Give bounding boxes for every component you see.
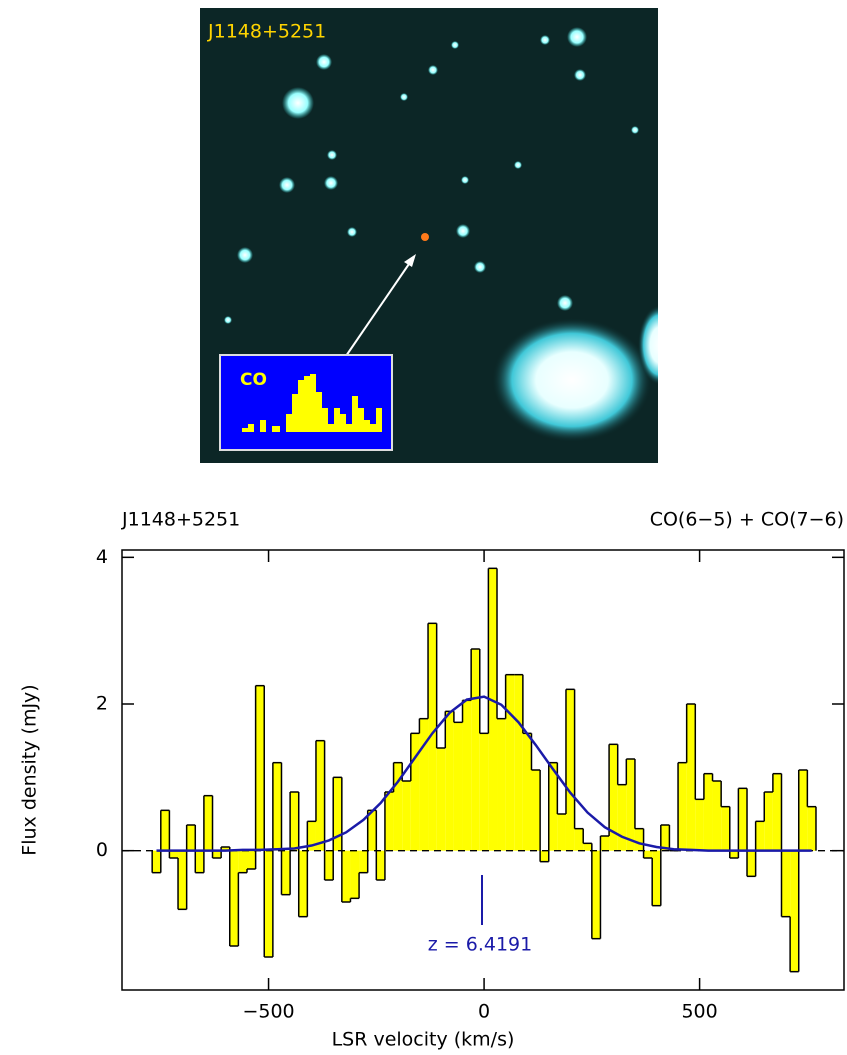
channel-bar	[514, 674, 523, 851]
channel-bar	[212, 850, 222, 858]
channel-bar	[617, 784, 627, 851]
x-tick-label: −500	[242, 1001, 294, 1023]
fit-curve	[156, 695, 812, 852]
x-axis-label: LSR velocity (km/s)	[332, 1029, 515, 1051]
channel-bar	[678, 762, 687, 851]
channel-bar	[738, 788, 748, 851]
channel-bar	[497, 718, 506, 851]
channel-bar	[600, 836, 610, 851]
title-right: CO(6−5) + CO(7−6)	[650, 509, 844, 531]
channel-bar	[591, 850, 601, 939]
sky-image: J1148+5251 CO	[200, 8, 658, 463]
channel-bar	[402, 781, 411, 851]
channel-bar	[315, 740, 325, 851]
channel-bar	[609, 744, 618, 851]
channel-bar	[505, 674, 515, 851]
channel-bar	[764, 792, 773, 851]
channel-bar	[376, 850, 385, 880]
channel-bar	[333, 777, 342, 851]
channel-bar	[229, 850, 239, 946]
channel-bar	[195, 850, 204, 873]
x-tick-label: 500	[681, 1001, 717, 1023]
channel-bar	[221, 847, 230, 851]
channel-bar	[462, 700, 472, 851]
channel-bar	[272, 762, 282, 851]
channel-bar	[203, 795, 213, 851]
spectrum-chart: −500 0 500 0 2 4 J1148+5251 CO(6−5) + CO(7−6) LS…	[19, 509, 845, 1051]
y-tick-label: 2	[96, 693, 108, 715]
channel-bar	[264, 850, 273, 957]
channel-bar	[324, 850, 334, 880]
channel-bar	[471, 649, 480, 851]
channel-bar	[565, 689, 575, 851]
channel-bar	[178, 850, 187, 910]
channel-bar	[152, 850, 161, 873]
channel-bar	[790, 850, 799, 972]
redshift-annotation: z = 6.4191	[428, 934, 532, 956]
channel-bar	[755, 821, 765, 851]
channel-bar	[712, 781, 722, 851]
channel-bar	[453, 722, 463, 851]
channel-bar	[290, 792, 299, 851]
channel-bar	[522, 733, 532, 851]
channel-bar	[721, 806, 730, 851]
channel-bar	[255, 685, 265, 851]
channel-bar	[557, 814, 566, 851]
channel-bar	[169, 850, 179, 858]
channel-bar	[652, 850, 661, 906]
channel-bar	[660, 825, 670, 851]
channel-bar	[350, 850, 360, 899]
channel-bar	[807, 806, 816, 851]
y-axis-label: Flux density (mJy)	[19, 684, 41, 855]
channel-bar	[488, 568, 498, 851]
channel-bar	[626, 759, 635, 851]
channel-bar	[634, 828, 644, 851]
channel-bar	[548, 762, 558, 851]
channel-bar	[643, 850, 653, 858]
channel-bar	[574, 828, 584, 851]
channel-bar	[247, 850, 256, 869]
channel-bar	[703, 773, 713, 851]
channel-bar	[479, 733, 489, 851]
channel-bar	[747, 850, 756, 877]
x-tick-label: 0	[478, 1001, 490, 1023]
channel-bar	[341, 850, 351, 902]
channel-bar	[540, 850, 549, 862]
channel-bar	[410, 733, 420, 851]
channel-bar	[445, 711, 454, 851]
channel-bar	[367, 810, 377, 851]
channel-bar	[428, 623, 437, 851]
plot-frame	[121, 549, 845, 991]
channel-bar	[729, 850, 739, 858]
channel-bar	[436, 748, 446, 851]
channel-bar	[686, 704, 696, 851]
channel-bar	[298, 850, 308, 917]
inset-label: CO	[240, 370, 267, 390]
y-tick-label: 4	[96, 546, 108, 568]
channel-bar	[781, 850, 791, 917]
channel-bar	[798, 770, 808, 851]
channel-bar	[531, 770, 541, 851]
channel-bar	[695, 799, 704, 851]
image-label: J1148+5251	[207, 21, 326, 43]
channel-bar	[238, 850, 248, 873]
y-tick-label: 0	[96, 839, 108, 861]
channel-bar	[160, 810, 170, 851]
channel-bar	[186, 825, 196, 851]
channel-bar	[307, 821, 316, 851]
channel-bar	[393, 762, 403, 851]
channel-bar	[772, 773, 782, 851]
channel-bar	[359, 850, 368, 873]
channel-bar	[583, 843, 592, 851]
channel-bar	[281, 850, 291, 895]
title-left: J1148+5251	[121, 509, 240, 531]
channel-bar	[419, 718, 429, 851]
channel-bar	[384, 792, 394, 851]
